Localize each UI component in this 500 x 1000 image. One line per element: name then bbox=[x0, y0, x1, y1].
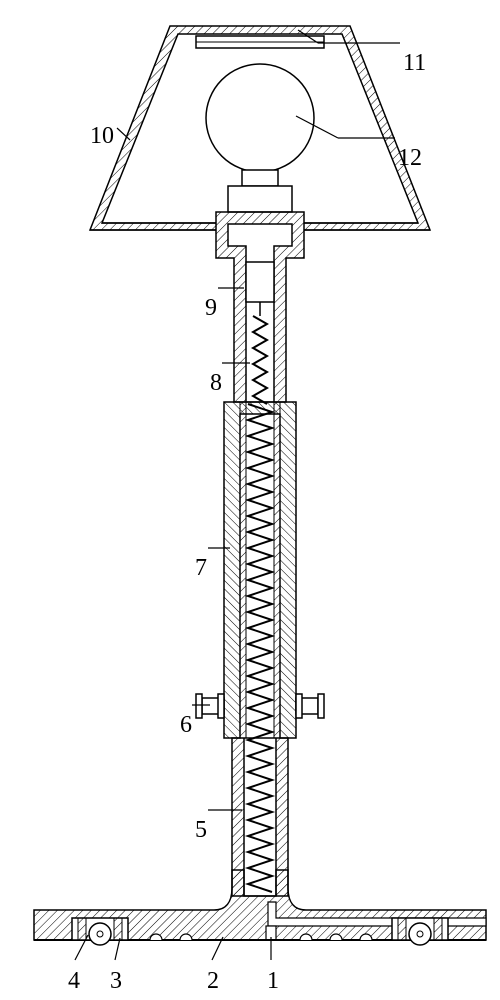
label-9: 9 bbox=[205, 295, 217, 322]
base bbox=[34, 870, 486, 945]
label-7: 7 bbox=[195, 555, 207, 582]
lamp-diagram bbox=[0, 0, 500, 1000]
label-10: 10 bbox=[90, 123, 114, 150]
label-3: 3 bbox=[110, 968, 122, 995]
label-2: 2 bbox=[207, 968, 219, 995]
label-1: 1 bbox=[267, 968, 279, 995]
inner-block bbox=[246, 262, 274, 316]
label-4: 4 bbox=[68, 968, 80, 995]
upper-spring bbox=[253, 316, 267, 404]
label-5: 5 bbox=[195, 817, 207, 844]
label-12: 12 bbox=[398, 145, 422, 172]
label-11: 11 bbox=[403, 50, 426, 77]
label-6: 6 bbox=[180, 712, 192, 739]
lock-pins bbox=[196, 694, 324, 718]
main-spring bbox=[248, 404, 272, 892]
bulb bbox=[206, 64, 314, 212]
label-8: 8 bbox=[210, 370, 222, 397]
top-plate bbox=[196, 36, 324, 48]
lampshade bbox=[90, 26, 430, 232]
